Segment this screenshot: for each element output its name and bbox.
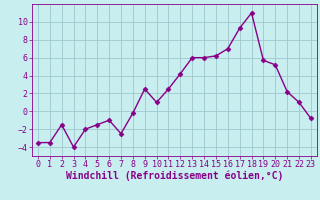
X-axis label: Windchill (Refroidissement éolien,°C): Windchill (Refroidissement éolien,°C) <box>66 171 283 181</box>
